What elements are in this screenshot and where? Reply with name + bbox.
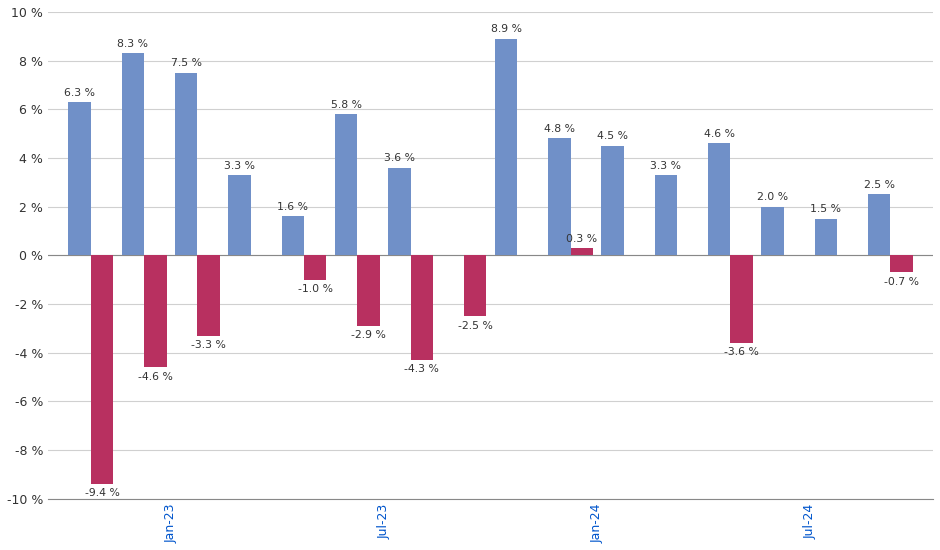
- Text: 1.5 %: 1.5 %: [810, 205, 841, 214]
- Bar: [730, 255, 753, 343]
- Bar: [602, 146, 624, 255]
- Bar: [357, 255, 380, 326]
- Text: 5.8 %: 5.8 %: [331, 100, 362, 110]
- Bar: [282, 216, 304, 255]
- Bar: [388, 168, 411, 255]
- Text: -3.6 %: -3.6 %: [724, 347, 760, 358]
- Text: 8.3 %: 8.3 %: [118, 39, 149, 49]
- Text: -9.4 %: -9.4 %: [85, 488, 119, 498]
- Text: 6.3 %: 6.3 %: [64, 87, 95, 97]
- Bar: [228, 175, 251, 255]
- Text: -0.7 %: -0.7 %: [885, 277, 919, 287]
- Text: 2.5 %: 2.5 %: [864, 180, 895, 190]
- Text: -1.0 %: -1.0 %: [298, 284, 333, 294]
- Bar: [464, 255, 486, 316]
- Text: 3.6 %: 3.6 %: [384, 153, 415, 163]
- Text: 1.6 %: 1.6 %: [277, 202, 308, 212]
- Bar: [197, 255, 220, 336]
- Text: 4.8 %: 4.8 %: [544, 124, 575, 134]
- Text: 3.3 %: 3.3 %: [224, 161, 255, 170]
- Text: -2.5 %: -2.5 %: [458, 321, 493, 331]
- Text: 2.0 %: 2.0 %: [757, 192, 788, 202]
- Bar: [494, 39, 517, 255]
- Text: 8.9 %: 8.9 %: [491, 24, 522, 34]
- Bar: [761, 207, 784, 255]
- Bar: [708, 144, 730, 255]
- Bar: [411, 255, 433, 360]
- Text: 3.3 %: 3.3 %: [650, 161, 681, 170]
- Text: -3.3 %: -3.3 %: [191, 340, 226, 350]
- Text: -4.6 %: -4.6 %: [138, 372, 173, 382]
- Bar: [890, 255, 913, 272]
- Bar: [655, 175, 677, 255]
- Bar: [122, 53, 144, 255]
- Bar: [91, 255, 113, 484]
- Bar: [304, 255, 326, 279]
- Text: 4.6 %: 4.6 %: [704, 129, 735, 139]
- Bar: [815, 219, 838, 255]
- Bar: [548, 139, 571, 255]
- Text: 7.5 %: 7.5 %: [171, 58, 202, 68]
- Text: -2.9 %: -2.9 %: [352, 331, 386, 340]
- Bar: [144, 255, 166, 367]
- Bar: [571, 248, 593, 255]
- Bar: [868, 195, 890, 255]
- Text: -4.3 %: -4.3 %: [404, 364, 439, 375]
- Text: 0.3 %: 0.3 %: [566, 234, 597, 244]
- Bar: [175, 73, 197, 255]
- Text: 4.5 %: 4.5 %: [597, 131, 628, 141]
- Bar: [69, 102, 91, 255]
- Bar: [335, 114, 357, 255]
